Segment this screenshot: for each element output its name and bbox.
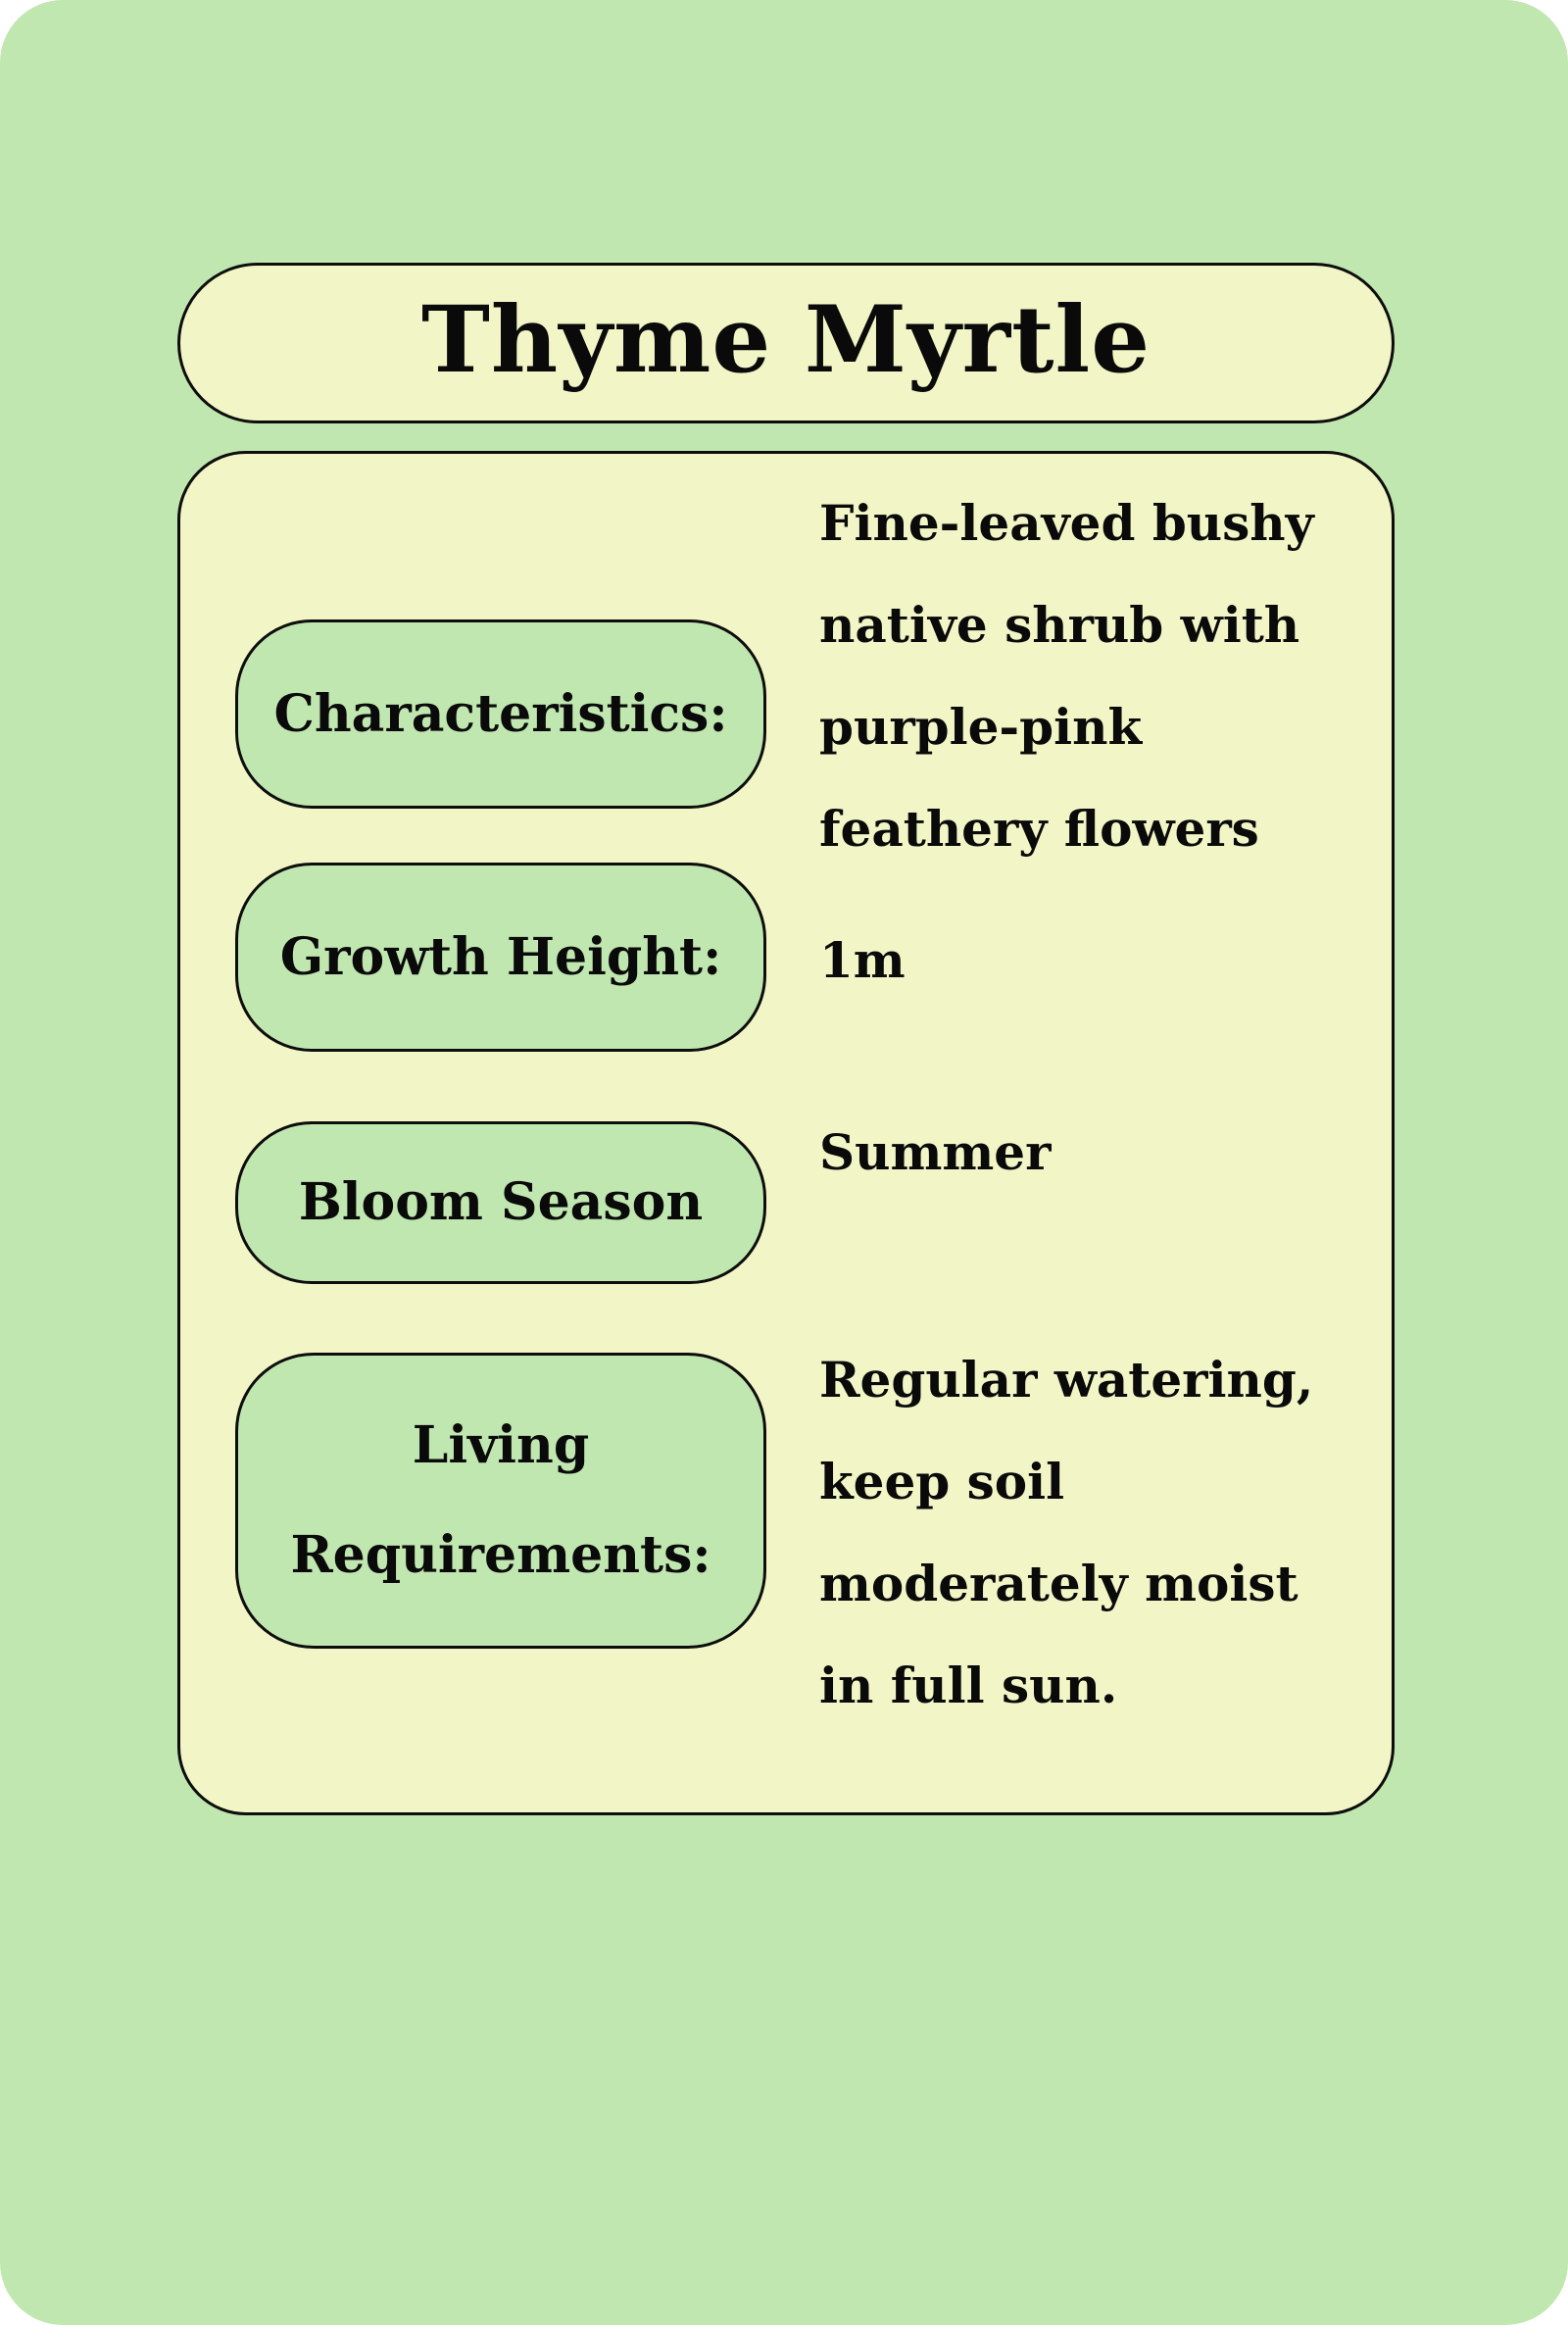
value-growth-height: 1m: [819, 931, 906, 989]
value-living-requirements: Regular watering, keep soil moderately m…: [819, 1351, 1314, 1714]
plant-title: Thyme Myrtle: [420, 286, 1152, 394]
label-bloom-season: Bloom Season: [235, 1121, 766, 1284]
value-characteristics: Fine-leaved bushy native shrub with purp…: [819, 494, 1314, 858]
label-living-requirements: Living Requirements:: [235, 1353, 766, 1649]
title-banner: Thyme Myrtle: [177, 263, 1395, 423]
label-characteristics: Characteristics:: [235, 619, 766, 809]
label-growth-height: Growth Height:: [235, 863, 766, 1052]
value-bloom-season: Summer: [819, 1123, 1052, 1181]
